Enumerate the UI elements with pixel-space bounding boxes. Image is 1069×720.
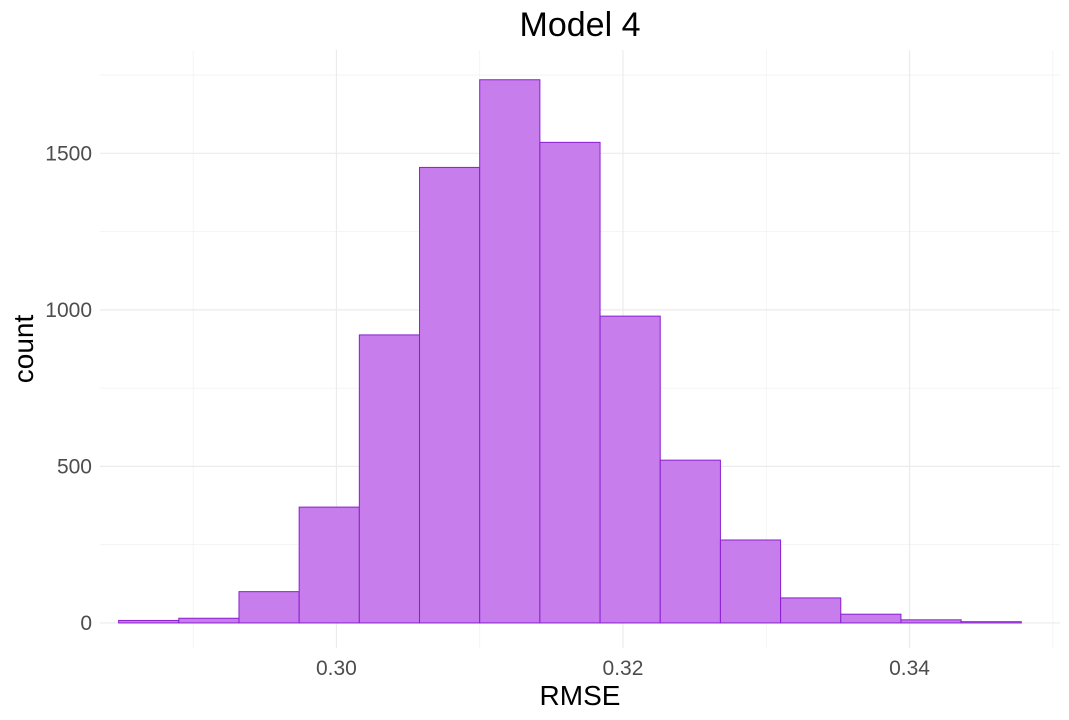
y-tick-label: 1000 <box>45 299 92 322</box>
histogram-bars <box>118 79 1022 624</box>
histogram-bar <box>780 597 842 624</box>
histogram-bar <box>960 621 1022 624</box>
histogram-bar <box>719 539 782 624</box>
histogram-bar <box>539 141 601 624</box>
x-axis-title: RMSE <box>540 680 621 711</box>
histogram-bar <box>178 617 240 624</box>
x-tick-label: 0.32 <box>603 657 644 680</box>
histogram-bar <box>900 619 962 624</box>
histogram-bar <box>358 334 421 624</box>
histogram-bar <box>118 619 180 624</box>
histogram-bar <box>419 166 481 624</box>
histogram-bar <box>298 506 360 624</box>
x-tick-label: 0.34 <box>889 657 930 680</box>
histogram-bar <box>840 613 902 624</box>
chart-title: Model 4 <box>520 6 641 44</box>
y-tick-label: 0 <box>80 612 92 635</box>
histogram-bar <box>479 79 541 624</box>
axis-ticks: 0.30 0.32 0.34 0 500 1000 1500 <box>45 142 930 680</box>
histogram-bar <box>599 315 661 624</box>
y-axis-title: count <box>8 315 39 384</box>
x-tick-label: 0.30 <box>316 657 357 680</box>
histogram-bar <box>659 459 721 624</box>
y-tick-label: 500 <box>57 455 92 478</box>
y-tick-label: 1500 <box>45 142 92 165</box>
histogram-bar <box>238 591 300 624</box>
